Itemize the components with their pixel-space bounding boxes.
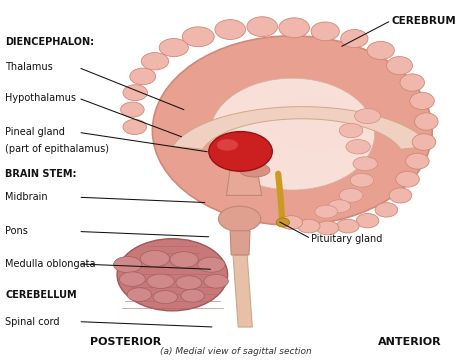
- Ellipse shape: [315, 205, 337, 218]
- Ellipse shape: [127, 288, 152, 302]
- Text: (part of epithalamus): (part of epithalamus): [5, 144, 109, 153]
- Ellipse shape: [311, 22, 339, 41]
- Ellipse shape: [152, 36, 432, 225]
- Ellipse shape: [298, 219, 320, 233]
- Ellipse shape: [198, 257, 225, 272]
- Ellipse shape: [217, 139, 238, 151]
- Ellipse shape: [400, 74, 424, 91]
- Ellipse shape: [337, 219, 359, 233]
- Ellipse shape: [176, 276, 202, 290]
- Ellipse shape: [239, 163, 270, 177]
- Text: CEREBELLUM: CEREBELLUM: [5, 290, 77, 300]
- Ellipse shape: [276, 218, 290, 227]
- Text: Midbrain: Midbrain: [5, 192, 48, 202]
- Ellipse shape: [247, 17, 277, 37]
- Ellipse shape: [356, 214, 379, 228]
- Ellipse shape: [117, 239, 228, 311]
- Ellipse shape: [387, 56, 412, 75]
- Ellipse shape: [367, 41, 394, 59]
- Ellipse shape: [316, 221, 339, 235]
- Ellipse shape: [181, 289, 204, 302]
- Ellipse shape: [355, 109, 381, 124]
- Text: ANTERIOR: ANTERIOR: [378, 337, 442, 347]
- Ellipse shape: [389, 188, 412, 203]
- Ellipse shape: [147, 274, 174, 289]
- Ellipse shape: [123, 85, 147, 101]
- Ellipse shape: [114, 257, 142, 273]
- Polygon shape: [233, 255, 252, 327]
- Polygon shape: [227, 168, 262, 195]
- Ellipse shape: [130, 68, 155, 85]
- Text: Hypothalamus: Hypothalamus: [5, 93, 76, 103]
- Ellipse shape: [353, 157, 377, 171]
- Ellipse shape: [375, 203, 398, 217]
- Ellipse shape: [215, 20, 246, 39]
- Ellipse shape: [339, 189, 363, 202]
- Ellipse shape: [410, 92, 434, 110]
- Ellipse shape: [406, 153, 429, 169]
- Text: (a) Medial view of sagittal section: (a) Medial view of sagittal section: [160, 347, 312, 356]
- Ellipse shape: [219, 206, 261, 231]
- Ellipse shape: [396, 171, 419, 187]
- Text: Thalamus: Thalamus: [5, 62, 53, 72]
- Ellipse shape: [350, 173, 374, 187]
- Ellipse shape: [204, 274, 228, 288]
- Polygon shape: [230, 231, 250, 255]
- Text: POSTERIOR: POSTERIOR: [90, 337, 161, 347]
- Ellipse shape: [141, 52, 169, 70]
- Ellipse shape: [123, 119, 146, 134]
- Ellipse shape: [279, 18, 310, 38]
- Ellipse shape: [328, 200, 351, 213]
- Ellipse shape: [182, 27, 214, 47]
- Ellipse shape: [339, 123, 363, 138]
- Ellipse shape: [280, 216, 302, 229]
- Ellipse shape: [159, 39, 188, 56]
- Text: Pituitary gland: Pituitary gland: [311, 234, 383, 244]
- Ellipse shape: [170, 252, 198, 268]
- Ellipse shape: [153, 291, 178, 304]
- Ellipse shape: [346, 139, 370, 154]
- Ellipse shape: [341, 30, 368, 47]
- Text: BRAIN STEM:: BRAIN STEM:: [5, 169, 77, 179]
- PathPatch shape: [173, 107, 430, 149]
- Text: Medulla oblongata: Medulla oblongata: [5, 259, 96, 269]
- Ellipse shape: [120, 102, 144, 117]
- Ellipse shape: [415, 113, 438, 130]
- Ellipse shape: [140, 251, 170, 267]
- Ellipse shape: [119, 272, 146, 286]
- Ellipse shape: [209, 132, 272, 171]
- Ellipse shape: [269, 94, 363, 152]
- Text: Pons: Pons: [5, 227, 28, 236]
- Ellipse shape: [210, 78, 374, 190]
- Ellipse shape: [412, 134, 436, 150]
- Text: DIENCEPHALON:: DIENCEPHALON:: [5, 37, 94, 47]
- Text: Pineal gland: Pineal gland: [5, 127, 65, 137]
- Text: Spinal cord: Spinal cord: [5, 317, 60, 327]
- Text: CEREBRUM: CEREBRUM: [391, 16, 456, 26]
